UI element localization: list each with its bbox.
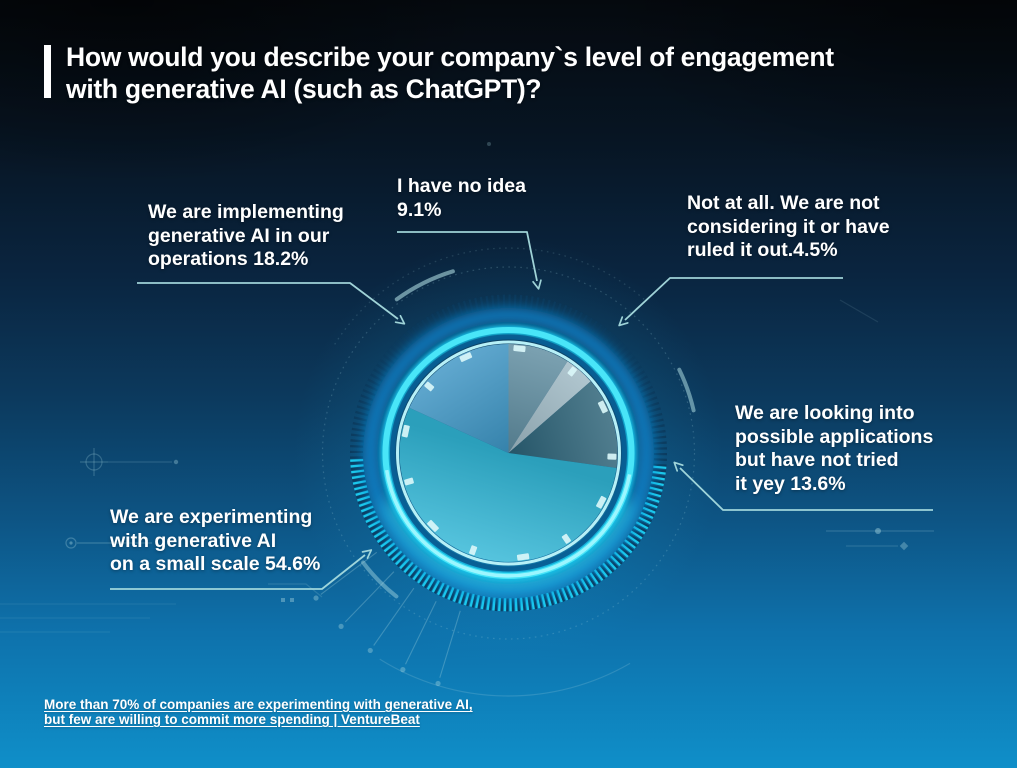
callout-implementing: We are implementing generative AI in our… (148, 201, 344, 272)
dial-ring (350, 294, 667, 612)
connector-looking-into (673, 461, 933, 511)
callout-text-line: possible applications (735, 425, 934, 448)
source-line-2[interactable]: but few are willing to commit more spend… (44, 712, 420, 727)
connector-experimenting (110, 549, 373, 590)
pie-chart (399, 343, 618, 562)
pie-slice-4 (409, 344, 509, 453)
connector-not-at-all (618, 277, 843, 327)
connector-no-idea (397, 231, 542, 290)
callout-looking-into: We are looking into possible application… (735, 402, 933, 496)
callout-text-line: We are looking into (735, 402, 915, 424)
callout-text-line: but have not tried (735, 449, 899, 471)
callout-text-line: Not at all. We are not (687, 192, 880, 214)
callout-no-idea: I have no idea 9.1% (397, 175, 526, 222)
callout-connectors (110, 231, 933, 590)
title-line-2: with generative AI (such as ChatGPT)? (66, 74, 542, 104)
callout-text-line: 9.1% (397, 198, 442, 221)
callout-experimenting: We are experimenting with generative AI … (110, 506, 320, 577)
callout-text-line: operations 18.2% (148, 248, 309, 270)
title-line-1: How would you describe your company`s le… (66, 42, 834, 72)
callout-text-line: I have no idea (397, 175, 526, 197)
radial-decor (313, 247, 696, 697)
pie-slice-2 (508, 381, 618, 468)
callout-not-at-all: Not at all. We are not considering it or… (687, 192, 890, 263)
gauge-tick-marks (401, 345, 617, 561)
callout-text-line: We are experimenting (110, 506, 313, 528)
callout-text-line: considering it or have (687, 215, 890, 238)
callout-text-line: generative AI in our (148, 224, 330, 247)
callout-text-line: We are implementing (148, 201, 344, 223)
title-accent-bar (44, 45, 51, 98)
pie-slice-1 (508, 361, 591, 453)
callout-text-line: it yey 13.6% (735, 472, 846, 495)
connector-implementing (137, 282, 406, 325)
source-link[interactable]: More than 70% of companies are experimen… (44, 697, 473, 727)
callout-text-line: on a small scale 54.6% (110, 553, 321, 575)
pie-slice-0 (508, 343, 568, 453)
pie-slice-3 (399, 407, 617, 562)
source-line-1[interactable]: More than 70% of companies are experimen… (44, 697, 473, 712)
page-title: How would you describe your company`s le… (66, 41, 834, 105)
callout-text-line: with generative AI (110, 529, 277, 552)
callout-text-line: ruled it out.4.5% (687, 239, 838, 261)
